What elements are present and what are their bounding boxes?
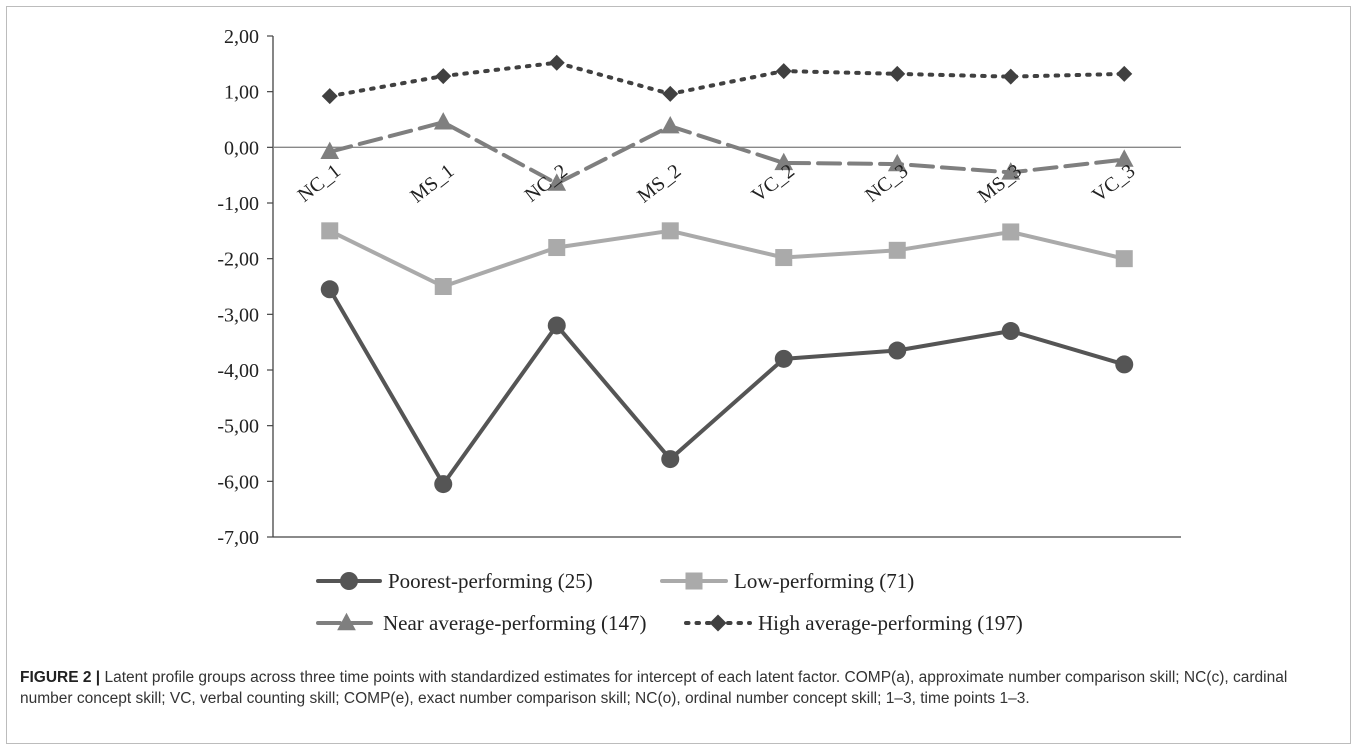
data-point [1114, 149, 1134, 167]
x-tick-label: NC_1 [294, 160, 345, 207]
legend: Poorest-performing (25) Low-performing (7… [316, 569, 1023, 635]
legend-label: Low-performing (71) [734, 569, 914, 593]
y-tick-label: 1,00 [224, 82, 259, 104]
legend-swatch-marker [685, 572, 703, 590]
data-point [434, 475, 453, 494]
series-1 [320, 280, 1134, 494]
data-point [321, 88, 338, 105]
data-point [888, 241, 906, 259]
legend-item-4: High average-performing (197) [684, 611, 1023, 635]
y-tick-labels: 2,00 1,00 0,00 -1,00 -2,00 -3,00 -4,00 -5,00 -6,… [217, 26, 259, 549]
data-point [320, 141, 340, 160]
data-point [661, 222, 679, 240]
data-point [1002, 223, 1020, 241]
data-point [662, 85, 679, 102]
data-point [1001, 322, 1020, 341]
data-point [433, 112, 453, 130]
legend-item-3: Near average-performing (147) [316, 611, 647, 635]
data-point [661, 450, 680, 469]
data-point [775, 249, 793, 267]
series-2 [321, 222, 1133, 295]
legend-item-2: Low-performing (71) [660, 569, 914, 593]
series-3 [320, 112, 1134, 191]
x-tick-label: NC_3 [861, 160, 912, 207]
x-tick-label: MS_2 [633, 160, 685, 207]
x-tick-labels: NC_1 MS_1 NC_2 MS_2 VC_2 NC_3 MS_3 VC_3 [294, 160, 1140, 207]
data-point [320, 280, 339, 299]
chart-series [320, 54, 1134, 494]
series-line [327, 120, 1127, 186]
data-point [660, 115, 680, 134]
data-point [775, 63, 792, 80]
line-chart: 2,00 1,00 0,00 -1,00 -2,00 -3,00 -4,00 -5,00 -6,… [217, 26, 1181, 635]
legend-label: Near average-performing (147) [383, 611, 647, 635]
series-line [327, 287, 1127, 487]
x-tick-label: VC_3 [1088, 160, 1139, 207]
series-line [327, 60, 1127, 99]
legend-label: Poorest-performing (25) [388, 569, 593, 593]
chart-axes [267, 35, 1181, 538]
y-tick-label: 0,00 [224, 137, 259, 159]
y-tick-label: -6,00 [217, 471, 259, 493]
data-point [547, 316, 566, 335]
data-point [435, 68, 452, 85]
legend-item-1: Poorest-performing (25) [316, 569, 593, 593]
data-point [889, 65, 906, 82]
data-point [1116, 65, 1133, 82]
data-point [888, 341, 907, 360]
data-point [887, 153, 907, 172]
data-point [1115, 355, 1134, 374]
data-point [548, 54, 565, 71]
data-point [1001, 162, 1021, 180]
data-point [547, 173, 567, 191]
data-point [548, 239, 566, 257]
x-tick-label: NC_2 [521, 160, 572, 207]
y-tick-label: -4,00 [217, 360, 259, 382]
data-point [434, 278, 452, 295]
legend-swatch-marker [337, 612, 356, 631]
figure-frame [6, 6, 1351, 744]
legend-swatch-marker [709, 614, 727, 632]
series-line [327, 228, 1127, 289]
caption-label: FIGURE 2 | [20, 669, 101, 686]
y-tick-label: -5,00 [217, 416, 259, 438]
data-point [1002, 68, 1019, 85]
data-point [774, 152, 794, 171]
y-tick-label: -1,00 [217, 193, 259, 215]
x-tick-label: MS_1 [406, 160, 458, 207]
data-point [774, 349, 793, 368]
y-tick-label: -7,00 [217, 527, 259, 549]
series-4 [321, 54, 1133, 105]
y-tick-label: -3,00 [217, 304, 259, 326]
data-point [321, 222, 339, 240]
figure-caption: FIGURE 2 | Latent profile groups across … [20, 667, 1337, 709]
legend-label: High average-performing (197) [758, 611, 1023, 635]
data-point [1115, 250, 1133, 268]
x-tick-label: MS_3 [974, 160, 1026, 207]
caption-text: Latent profile groups across three time … [20, 669, 1288, 707]
y-tick-label: 2,00 [224, 26, 259, 48]
legend-swatch-marker [340, 572, 358, 590]
y-tick-label: -2,00 [217, 249, 259, 271]
